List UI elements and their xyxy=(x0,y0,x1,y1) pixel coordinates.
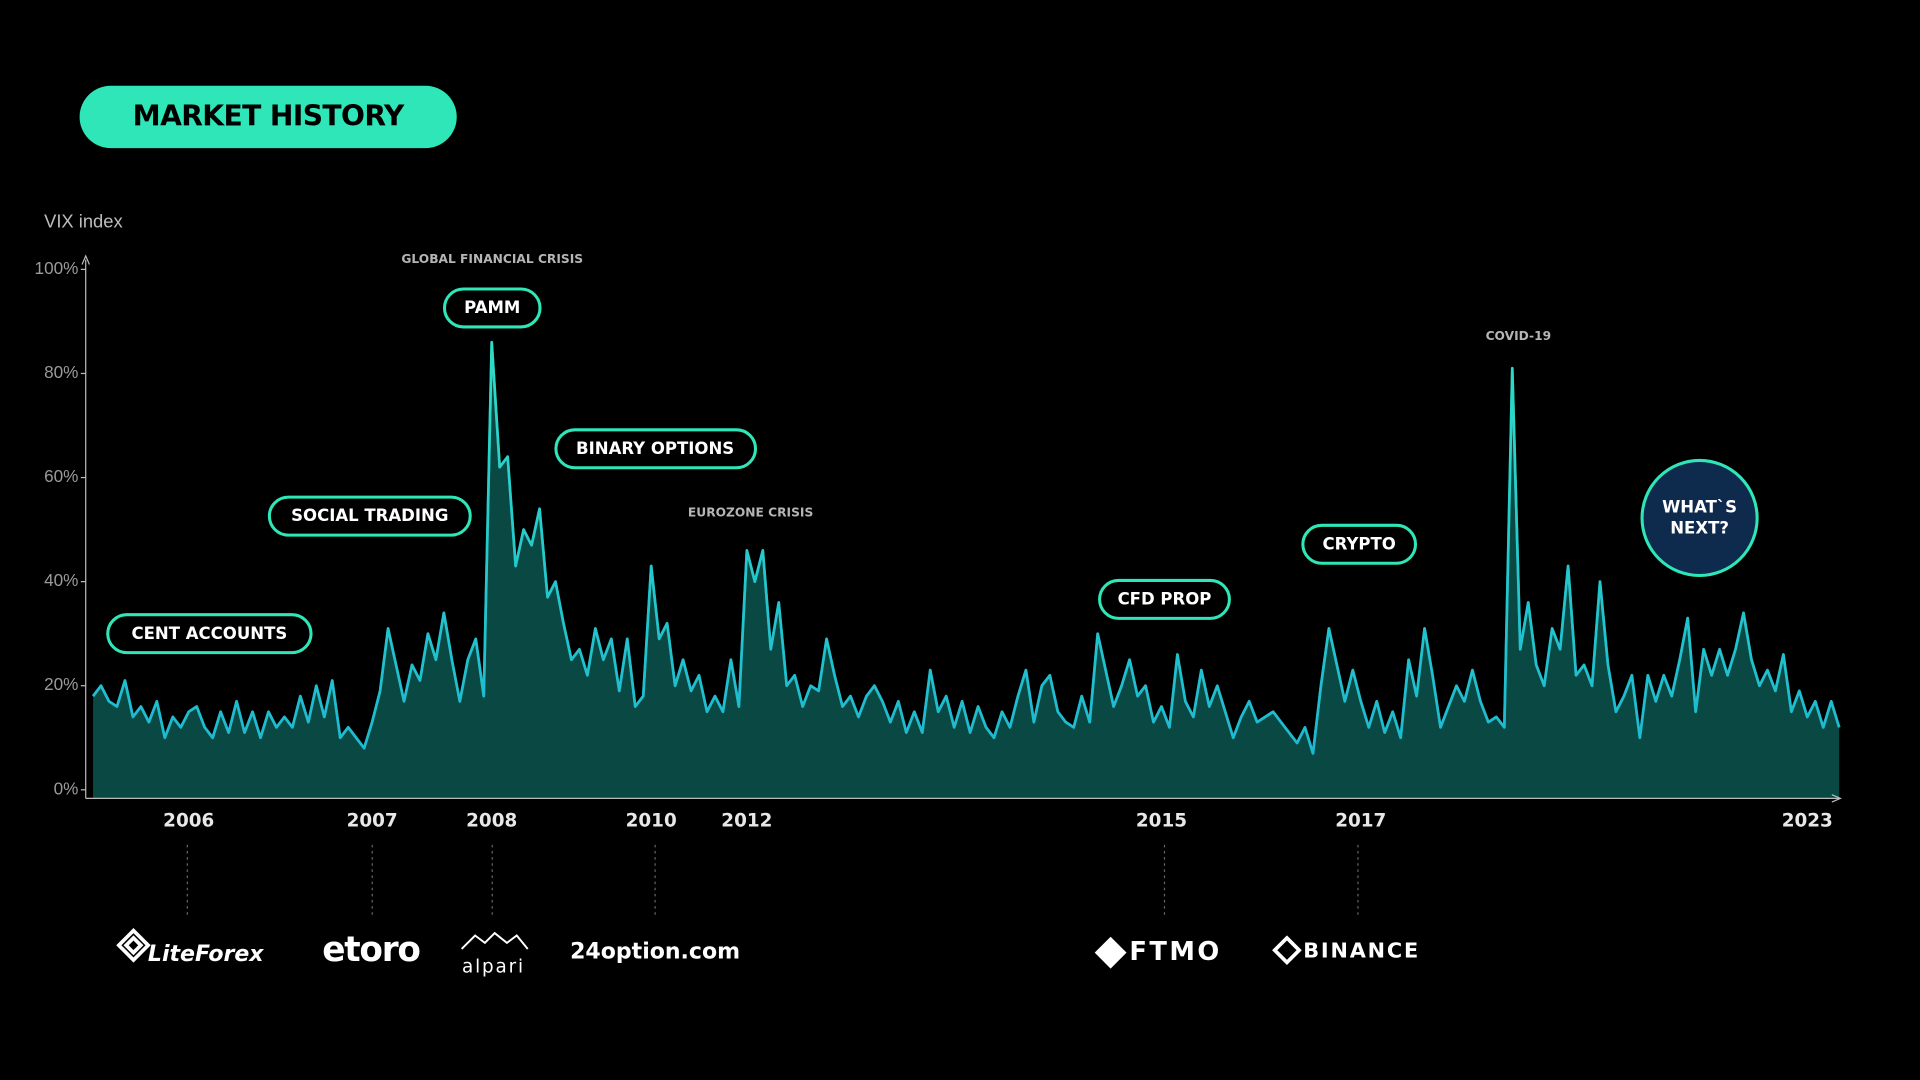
y-tick-label: 100% xyxy=(35,258,79,278)
logo: FTMO xyxy=(1129,937,1221,967)
x-tick-label: 2006 xyxy=(163,811,214,832)
logo: BINANCE xyxy=(1303,938,1420,962)
line-highlight xyxy=(91,340,1841,755)
logo: LiteForex xyxy=(148,942,264,967)
y-tick-label: 80% xyxy=(44,362,78,382)
pill xyxy=(267,495,472,537)
x-axis-arrow xyxy=(1831,794,1842,803)
annotation: PAMM xyxy=(464,298,520,317)
event-label: COVID-19 xyxy=(1486,329,1552,343)
title-badge xyxy=(79,85,457,149)
logo: etoro xyxy=(322,930,420,970)
callout-text: NEXT? xyxy=(1670,518,1729,537)
annotation: CFD PROP xyxy=(1118,590,1212,609)
plot-area xyxy=(91,340,1841,799)
area xyxy=(93,342,1840,799)
annotation: SOCIAL TRADING xyxy=(291,506,448,525)
event-label: EUROZONE CRISIS xyxy=(688,506,813,520)
y-tick-label: 0% xyxy=(54,778,79,798)
pill xyxy=(1098,578,1231,620)
x-tick-label: 2010 xyxy=(626,811,677,832)
y-tick-label: 20% xyxy=(44,674,78,694)
logo-icon xyxy=(1272,935,1302,966)
event-label: GLOBAL FINANCIAL CRISIS xyxy=(401,252,583,266)
x-tick-label: 2017 xyxy=(1335,811,1386,832)
callout-text: WHAT`S xyxy=(1662,498,1737,517)
annotation: CRYPTO xyxy=(1323,534,1396,553)
annotation: BINARY OPTIONS xyxy=(576,439,734,458)
pill xyxy=(442,287,542,329)
x-tick-label: 2007 xyxy=(347,811,398,832)
pill xyxy=(106,613,313,655)
y-tick-label: 40% xyxy=(44,570,78,590)
annotation: CENT ACCOUNTS xyxy=(132,624,288,643)
chart-title: MARKET HISTORY xyxy=(133,100,405,133)
pill xyxy=(1301,523,1418,565)
y-tick-label: 60% xyxy=(44,466,78,486)
callout-circle xyxy=(1640,458,1759,578)
x-tick-label: 2023 xyxy=(1782,811,1833,832)
logo: alpari xyxy=(462,956,525,977)
pills xyxy=(106,287,1418,655)
logo: 24option.com xyxy=(570,940,740,965)
x-tick-label: 2015 xyxy=(1136,811,1187,832)
logo-icon xyxy=(1094,936,1127,969)
x-tick-label: 2012 xyxy=(721,811,772,832)
y-axis-label: VIX index xyxy=(44,211,123,232)
logo-icon xyxy=(116,928,151,963)
logo-icon xyxy=(460,931,529,950)
connectors xyxy=(186,844,1359,916)
pill xyxy=(554,428,758,470)
x-tick-label: 2008 xyxy=(466,811,517,832)
y-axis-arrow xyxy=(81,254,90,265)
